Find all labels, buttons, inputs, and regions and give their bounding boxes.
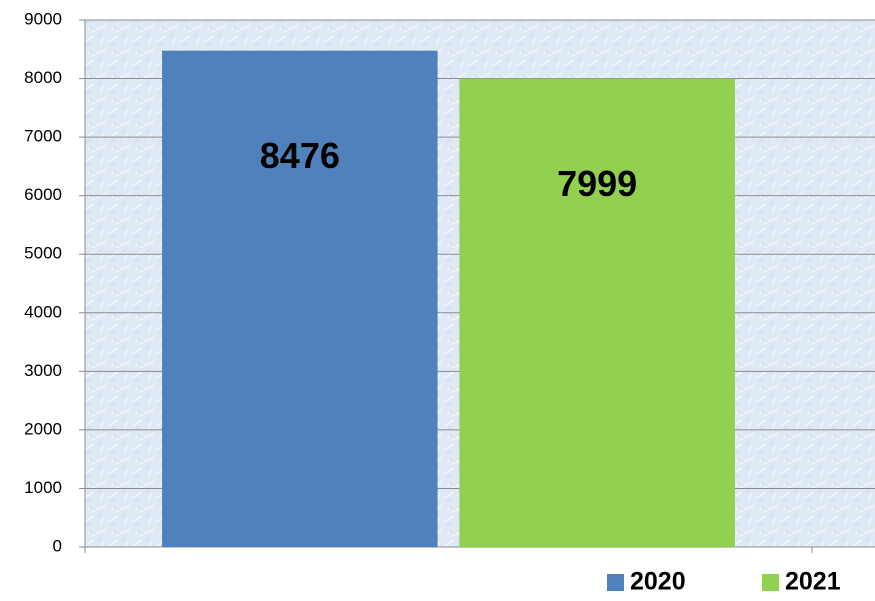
y-tick-label: 8000	[24, 68, 62, 87]
y-tick-label: 6000	[24, 185, 62, 204]
y-tick-label: 7000	[24, 127, 62, 146]
data-label: 7999	[557, 163, 637, 204]
y-tick-label: 1000	[24, 478, 62, 497]
bar	[162, 50, 438, 548]
legend-swatch	[607, 574, 624, 591]
y-tick-label: 3000	[24, 361, 62, 380]
data-label: 8476	[260, 135, 340, 176]
y-tick-label: 4000	[24, 302, 62, 321]
y-tick-label: 2000	[24, 419, 62, 438]
bar	[459, 78, 735, 548]
legend-swatch	[762, 574, 779, 591]
legend-label: 2021	[785, 568, 841, 596]
y-tick-label: 0	[53, 536, 62, 555]
legend-label: 2020	[630, 568, 686, 596]
y-tick-label: 9000	[24, 9, 62, 28]
y-tick-label: 5000	[24, 244, 62, 263]
